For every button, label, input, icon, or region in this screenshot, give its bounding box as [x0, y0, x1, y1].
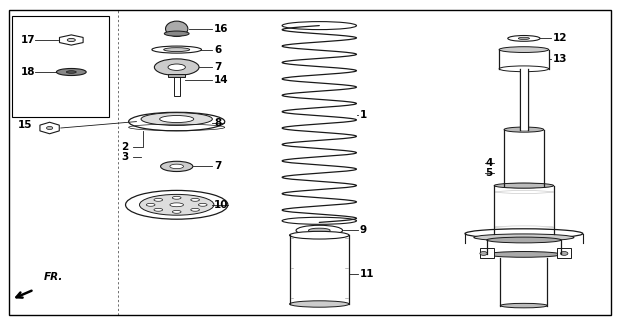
Ellipse shape [128, 112, 224, 131]
Ellipse shape [191, 208, 200, 211]
Ellipse shape [172, 211, 181, 213]
Bar [174, 77, 180, 96]
Ellipse shape [198, 204, 207, 206]
Text: 1: 1 [360, 110, 367, 120]
Ellipse shape [154, 59, 199, 76]
Ellipse shape [141, 113, 212, 125]
Bar [168, 74, 185, 77]
Ellipse shape [465, 229, 583, 238]
Ellipse shape [166, 21, 188, 36]
Ellipse shape [67, 38, 76, 42]
FancyBboxPatch shape [480, 248, 494, 258]
Ellipse shape [164, 48, 190, 52]
Ellipse shape [170, 203, 184, 207]
Text: 12: 12 [553, 33, 567, 44]
Text: 7: 7 [214, 161, 221, 172]
Ellipse shape [296, 225, 342, 236]
Text: 8: 8 [214, 118, 221, 128]
Text: 9: 9 [360, 225, 366, 236]
FancyBboxPatch shape [557, 248, 571, 258]
Ellipse shape [309, 228, 330, 233]
Ellipse shape [290, 231, 349, 239]
Text: 17: 17 [21, 35, 36, 45]
Ellipse shape [500, 303, 547, 308]
Ellipse shape [154, 198, 162, 201]
Ellipse shape [159, 116, 193, 123]
Text: 10: 10 [214, 200, 228, 210]
Text: 7: 7 [214, 62, 221, 72]
Ellipse shape [480, 252, 487, 255]
Text: 18: 18 [21, 67, 35, 77]
Ellipse shape [152, 46, 202, 53]
Text: 11: 11 [360, 268, 374, 279]
Text: 16: 16 [214, 24, 228, 34]
Text: 2: 2 [122, 141, 129, 152]
Text: 4: 4 [485, 158, 493, 168]
Ellipse shape [125, 190, 228, 219]
Polygon shape [40, 122, 60, 134]
Ellipse shape [161, 161, 193, 172]
Ellipse shape [474, 234, 574, 241]
Ellipse shape [66, 71, 76, 73]
Polygon shape [60, 35, 83, 45]
Ellipse shape [494, 183, 554, 188]
Ellipse shape [140, 195, 214, 215]
Text: FR.: FR. [43, 272, 63, 282]
Ellipse shape [487, 237, 561, 243]
Ellipse shape [191, 198, 200, 201]
Ellipse shape [487, 252, 561, 257]
Text: 14: 14 [214, 75, 229, 85]
Bar [12, 16, 108, 117]
Bar [520, 69, 528, 130]
Ellipse shape [508, 36, 540, 41]
Text: 6: 6 [214, 44, 221, 55]
Ellipse shape [46, 126, 53, 130]
Ellipse shape [170, 164, 184, 169]
Text: 5: 5 [485, 168, 493, 179]
Ellipse shape [146, 204, 155, 206]
Text: 3: 3 [122, 152, 129, 162]
Ellipse shape [164, 31, 189, 36]
Ellipse shape [499, 66, 549, 72]
Ellipse shape [560, 252, 568, 255]
Ellipse shape [290, 301, 349, 307]
Ellipse shape [504, 127, 544, 132]
Ellipse shape [172, 196, 181, 199]
Text: 15: 15 [17, 120, 32, 130]
Ellipse shape [499, 47, 549, 52]
Text: 13: 13 [553, 54, 567, 64]
Ellipse shape [56, 68, 86, 76]
Ellipse shape [154, 208, 162, 211]
Ellipse shape [499, 183, 549, 188]
Ellipse shape [168, 64, 185, 70]
Ellipse shape [518, 37, 529, 40]
